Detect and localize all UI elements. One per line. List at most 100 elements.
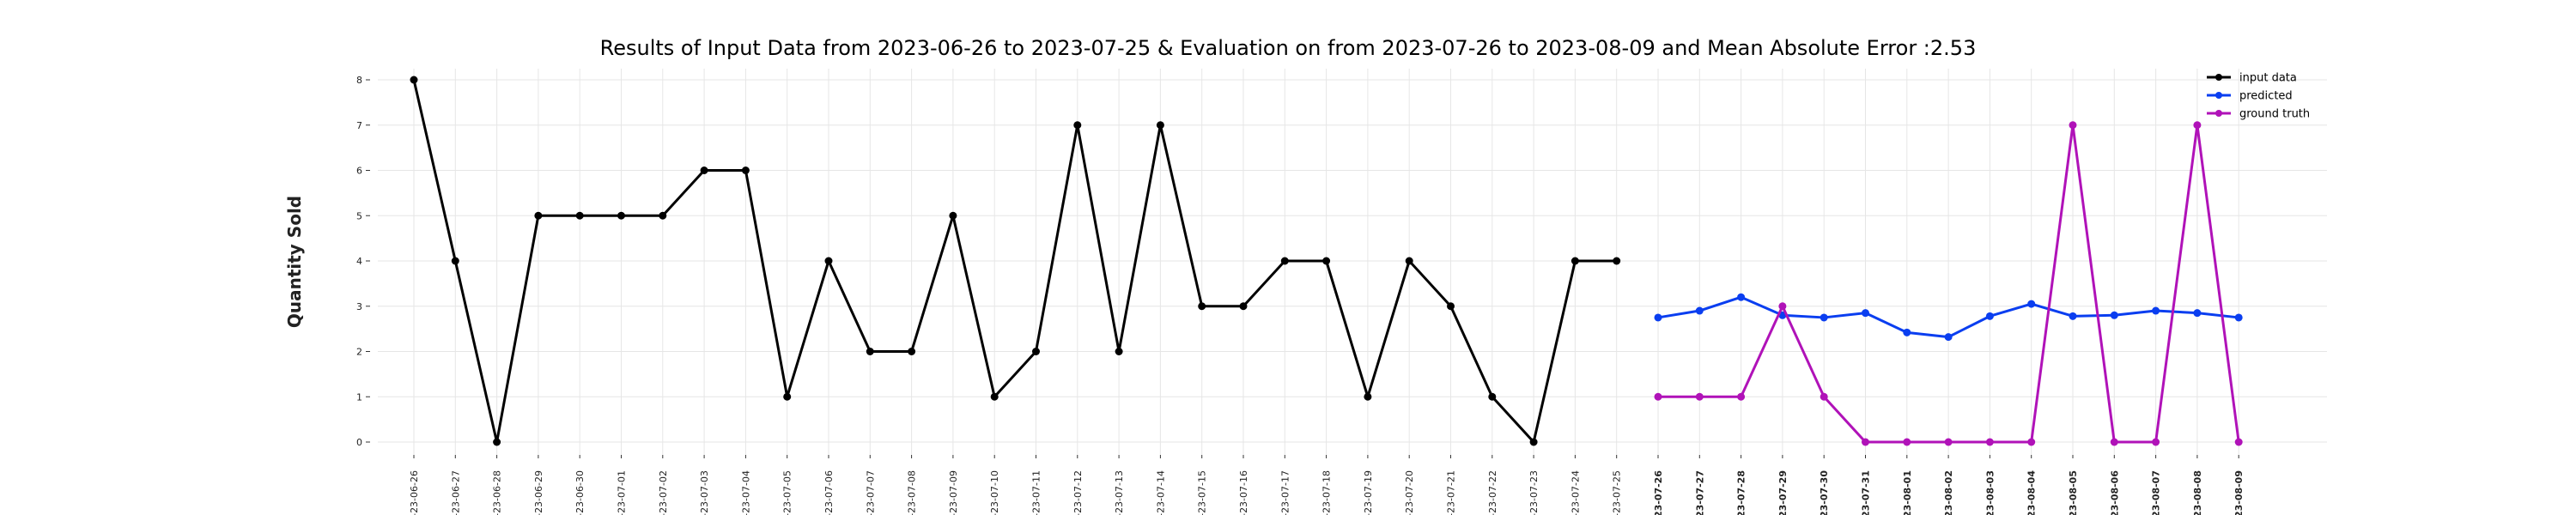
x-tick-label: -23-07-27 bbox=[1694, 470, 1705, 515]
y-tick-label: 7 bbox=[356, 120, 362, 131]
data-point bbox=[659, 211, 667, 220]
x-tick-label: -23-07-16 bbox=[1238, 470, 1249, 515]
y-tick-label: 1 bbox=[356, 391, 362, 403]
x-tick-label: -23-07-12 bbox=[1072, 470, 1084, 515]
x-tick-label: -23-08-04 bbox=[2026, 470, 2038, 515]
x-tick-label: -23-07-09 bbox=[948, 470, 959, 515]
x-tick-label: -23-07-30 bbox=[1819, 470, 1830, 515]
data-point bbox=[1820, 392, 1828, 401]
x-tick-label: -23-07-10 bbox=[989, 470, 1000, 515]
data-point bbox=[1073, 121, 1082, 130]
data-point bbox=[783, 392, 792, 401]
data-point bbox=[2152, 438, 2160, 446]
x-tick-label: -23-07-22 bbox=[1487, 470, 1498, 515]
data-point bbox=[1903, 328, 1911, 336]
legend: input data predicted ground truth bbox=[2207, 72, 2310, 121]
data-point bbox=[1737, 293, 1746, 301]
data-point bbox=[1903, 438, 1911, 446]
x-tick-label: -23-08-02 bbox=[1943, 470, 1954, 515]
x-tick-label: -23-08-05 bbox=[2068, 470, 2079, 515]
x-tick-label: -23-08-07 bbox=[2151, 470, 2162, 515]
legend-item: input data bbox=[2207, 72, 2297, 85]
x-tick-label: -23-07-07 bbox=[865, 470, 876, 515]
data-point bbox=[1944, 438, 1953, 446]
data-point bbox=[2234, 313, 2243, 322]
x-tick-label: -23-07-06 bbox=[823, 470, 835, 515]
series-line bbox=[412, 79, 1617, 444]
data-point bbox=[866, 348, 874, 355]
data-point bbox=[575, 211, 584, 220]
data-point bbox=[1654, 313, 1662, 322]
data-point bbox=[824, 257, 833, 265]
data-point bbox=[1280, 257, 1289, 265]
x-tick-label: -23-08-08 bbox=[2192, 470, 2203, 515]
data-point bbox=[1862, 438, 1869, 446]
x-tick-label: -23-07-23 bbox=[1528, 470, 1540, 515]
x-tick-label: -23-07-18 bbox=[1321, 470, 1333, 515]
x-tick-label: -23-07-20 bbox=[1404, 470, 1415, 515]
x-tick-label: -23-08-01 bbox=[1902, 470, 1913, 515]
data-point bbox=[1695, 306, 1704, 315]
data-point bbox=[2193, 121, 2202, 130]
data-point bbox=[1239, 302, 1248, 311]
grid bbox=[378, 69, 2327, 455]
legend-item: ground truth bbox=[2207, 108, 2310, 121]
x-tick-label: -23-07-28 bbox=[1736, 470, 1747, 515]
x-tick-label: -23-08-06 bbox=[2109, 470, 2120, 515]
x-tick-label: -23-07-11 bbox=[1031, 470, 1042, 515]
x-tick-label: -23-07-31 bbox=[1861, 470, 1872, 515]
data-point bbox=[1985, 438, 1994, 446]
y-axis-label: Quantity Sold bbox=[284, 196, 305, 328]
data-point bbox=[2234, 438, 2243, 446]
y-tick-label: 2 bbox=[356, 347, 362, 358]
x-tick-label: -23-07-21 bbox=[1446, 470, 1457, 515]
x-tick-label: -23-07-04 bbox=[740, 470, 751, 515]
data-point bbox=[2069, 121, 2077, 130]
data-point bbox=[2027, 300, 2036, 308]
legend-label: ground truth bbox=[2239, 108, 2310, 121]
x-tick-label: -23-07-17 bbox=[1279, 470, 1291, 515]
data-point bbox=[1322, 257, 1331, 265]
data-point bbox=[493, 438, 501, 446]
x-tick-label: -23-07-02 bbox=[658, 470, 669, 515]
data-point bbox=[1447, 302, 1455, 311]
data-point bbox=[2110, 311, 2118, 319]
x-tick-label: -23-06-29 bbox=[533, 470, 544, 515]
data-point bbox=[451, 257, 459, 265]
data-point bbox=[1778, 302, 1787, 311]
data-point bbox=[741, 167, 750, 174]
y-tick-label: 5 bbox=[356, 210, 362, 221]
x-tick-label: -23-07-14 bbox=[1155, 470, 1166, 515]
y-tick-label: 0 bbox=[356, 437, 362, 448]
y-tick-label: 6 bbox=[356, 166, 362, 177]
x-tick-label: -23-08-03 bbox=[1984, 470, 1996, 515]
x-tick-label: -23-06-27 bbox=[450, 470, 461, 515]
data-point bbox=[1405, 257, 1413, 265]
data-point bbox=[1654, 392, 1662, 401]
data-point bbox=[617, 211, 625, 220]
legend-swatch-marker bbox=[2215, 74, 2222, 81]
x-tick-label: -23-07-26 bbox=[1653, 470, 1664, 515]
data-point bbox=[1820, 313, 1828, 322]
data-point bbox=[1695, 392, 1704, 401]
data-point bbox=[990, 392, 999, 401]
x-tick-label: -23-06-26 bbox=[409, 470, 420, 515]
legend-label: input data bbox=[2239, 72, 2297, 85]
x-tick-label: -23-07-13 bbox=[1114, 470, 1125, 515]
x-axis-ticks: -23-06-26 -23-06-27 -23-06-28 -23-06-29 -23-… bbox=[409, 455, 2245, 515]
data-point bbox=[1156, 121, 1164, 130]
data-point bbox=[1571, 257, 1579, 265]
y-tick-label: 8 bbox=[356, 75, 362, 86]
x-tick-label: -23-07-01 bbox=[617, 470, 628, 515]
data-point bbox=[1032, 348, 1040, 355]
x-tick-label: -23-07-24 bbox=[1570, 470, 1581, 515]
data-point bbox=[1115, 348, 1123, 355]
data-point bbox=[1944, 333, 1953, 342]
x-tick-label: -23-07-15 bbox=[1197, 470, 1208, 515]
x-tick-label: -23-07-05 bbox=[782, 470, 793, 515]
x-tick-label: -23-07-19 bbox=[1363, 470, 1374, 515]
x-tick-label: -23-06-28 bbox=[492, 470, 503, 515]
data-point bbox=[2110, 438, 2118, 446]
data-point bbox=[949, 211, 957, 220]
data-point bbox=[2027, 438, 2036, 446]
